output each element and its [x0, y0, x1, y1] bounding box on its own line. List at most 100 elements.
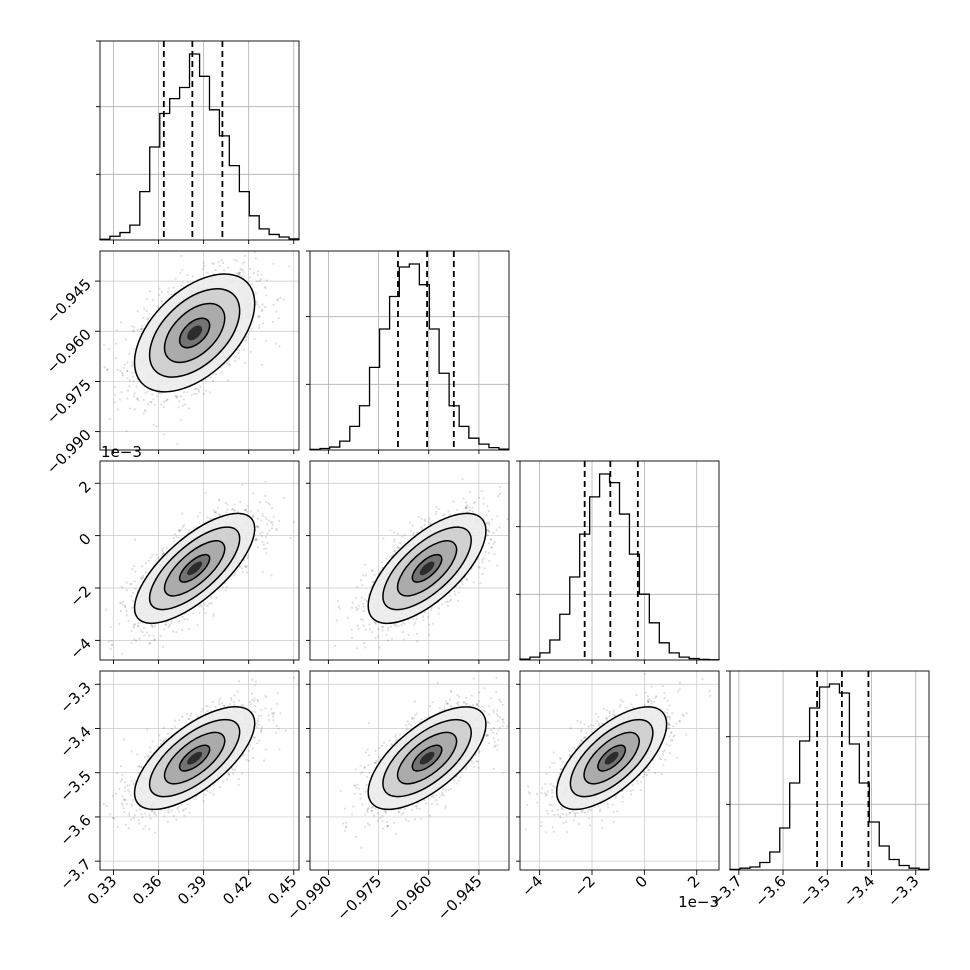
sample-point	[225, 362, 229, 365]
sample-point	[152, 398, 155, 401]
sample-point	[407, 633, 410, 637]
sample-point	[264, 305, 267, 309]
sample-point	[441, 514, 445, 517]
sample-point	[265, 518, 268, 521]
sample-point	[422, 618, 425, 622]
sample-point	[228, 360, 231, 363]
sample-point	[237, 351, 240, 354]
sample-point	[120, 585, 123, 589]
sample-point	[160, 300, 164, 303]
sample-point	[144, 392, 147, 395]
sample-point	[264, 494, 267, 497]
sample-point	[254, 292, 258, 295]
sample-point	[131, 600, 135, 603]
sample-point	[134, 587, 137, 590]
sample-point	[105, 608, 108, 611]
sample-point	[120, 391, 123, 394]
sample-point	[103, 365, 106, 369]
sample-point	[259, 532, 262, 535]
sample-point	[478, 496, 481, 499]
sample-point	[208, 602, 211, 605]
sample-point	[356, 647, 359, 650]
sample-point	[212, 612, 215, 615]
sample-point	[246, 505, 249, 508]
sample-point	[133, 622, 137, 626]
sample-point	[239, 566, 242, 569]
sample-point	[142, 412, 145, 415]
sample-point	[289, 537, 292, 540]
sample-point	[237, 272, 240, 276]
sample-point	[264, 535, 268, 539]
sample-point	[192, 612, 195, 615]
sample-point	[427, 616, 430, 619]
sample-point	[260, 273, 263, 276]
sample-point	[488, 523, 491, 527]
sample-point	[175, 396, 178, 400]
sample-point	[107, 640, 110, 643]
sample-point	[152, 299, 155, 302]
sample-point	[151, 624, 154, 628]
sample-point	[423, 611, 426, 614]
sample-point	[130, 595, 133, 598]
sample-point	[152, 423, 155, 427]
sample-point	[127, 619, 130, 623]
sample-point	[162, 551, 166, 555]
sample-point	[364, 646, 367, 649]
sample-point	[420, 517, 423, 520]
sample-point	[389, 625, 392, 629]
sample-point	[268, 519, 271, 522]
sample-point	[441, 603, 444, 606]
sample-point	[160, 403, 163, 406]
sample-point	[242, 348, 245, 351]
sample-point	[203, 264, 206, 267]
sample-point	[153, 403, 156, 406]
sample-point	[114, 342, 118, 345]
scatter-panel-2-0	[99, 460, 300, 661]
sample-point	[121, 652, 124, 655]
histogram-step	[729, 683, 930, 871]
sample-point	[380, 561, 383, 564]
sample-point	[257, 315, 260, 318]
sample-point	[435, 506, 438, 509]
sample-point	[385, 557, 388, 560]
sample-point	[437, 607, 440, 610]
sample-point	[115, 329, 119, 332]
sample-point	[483, 567, 486, 570]
sample-point	[157, 556, 160, 560]
sample-point	[120, 371, 124, 374]
sample-point	[184, 403, 187, 406]
sample-point	[148, 641, 152, 644]
sample-point	[357, 627, 360, 631]
sample-point	[275, 342, 278, 345]
sample-point	[254, 257, 258, 260]
sample-point	[121, 373, 124, 376]
sample-point	[175, 535, 178, 538]
sample-point	[401, 535, 404, 538]
sample-point	[410, 529, 413, 532]
sample-point	[175, 630, 178, 634]
sample-point	[364, 574, 367, 577]
sample-point	[137, 624, 140, 628]
sample-point	[195, 387, 198, 390]
sample-point	[133, 580, 136, 583]
hist-panel-3	[726, 670, 930, 871]
sample-point	[257, 305, 261, 308]
sample-point	[268, 529, 271, 532]
sample-point	[221, 586, 224, 589]
sample-point	[211, 379, 214, 383]
sample-point	[265, 547, 268, 550]
sample-point	[123, 366, 126, 369]
sample-point	[178, 620, 181, 623]
sample-point	[110, 639, 113, 642]
sample-point	[231, 507, 234, 510]
sample-point	[228, 363, 231, 366]
sample-point	[249, 350, 252, 353]
sample-point	[243, 261, 246, 264]
sample-point	[138, 637, 141, 640]
sample-point	[143, 409, 146, 412]
sample-point	[132, 395, 135, 398]
sample-point	[214, 372, 218, 376]
sample-point	[125, 581, 128, 584]
sample-point	[362, 605, 365, 608]
sample-point	[131, 568, 134, 571]
